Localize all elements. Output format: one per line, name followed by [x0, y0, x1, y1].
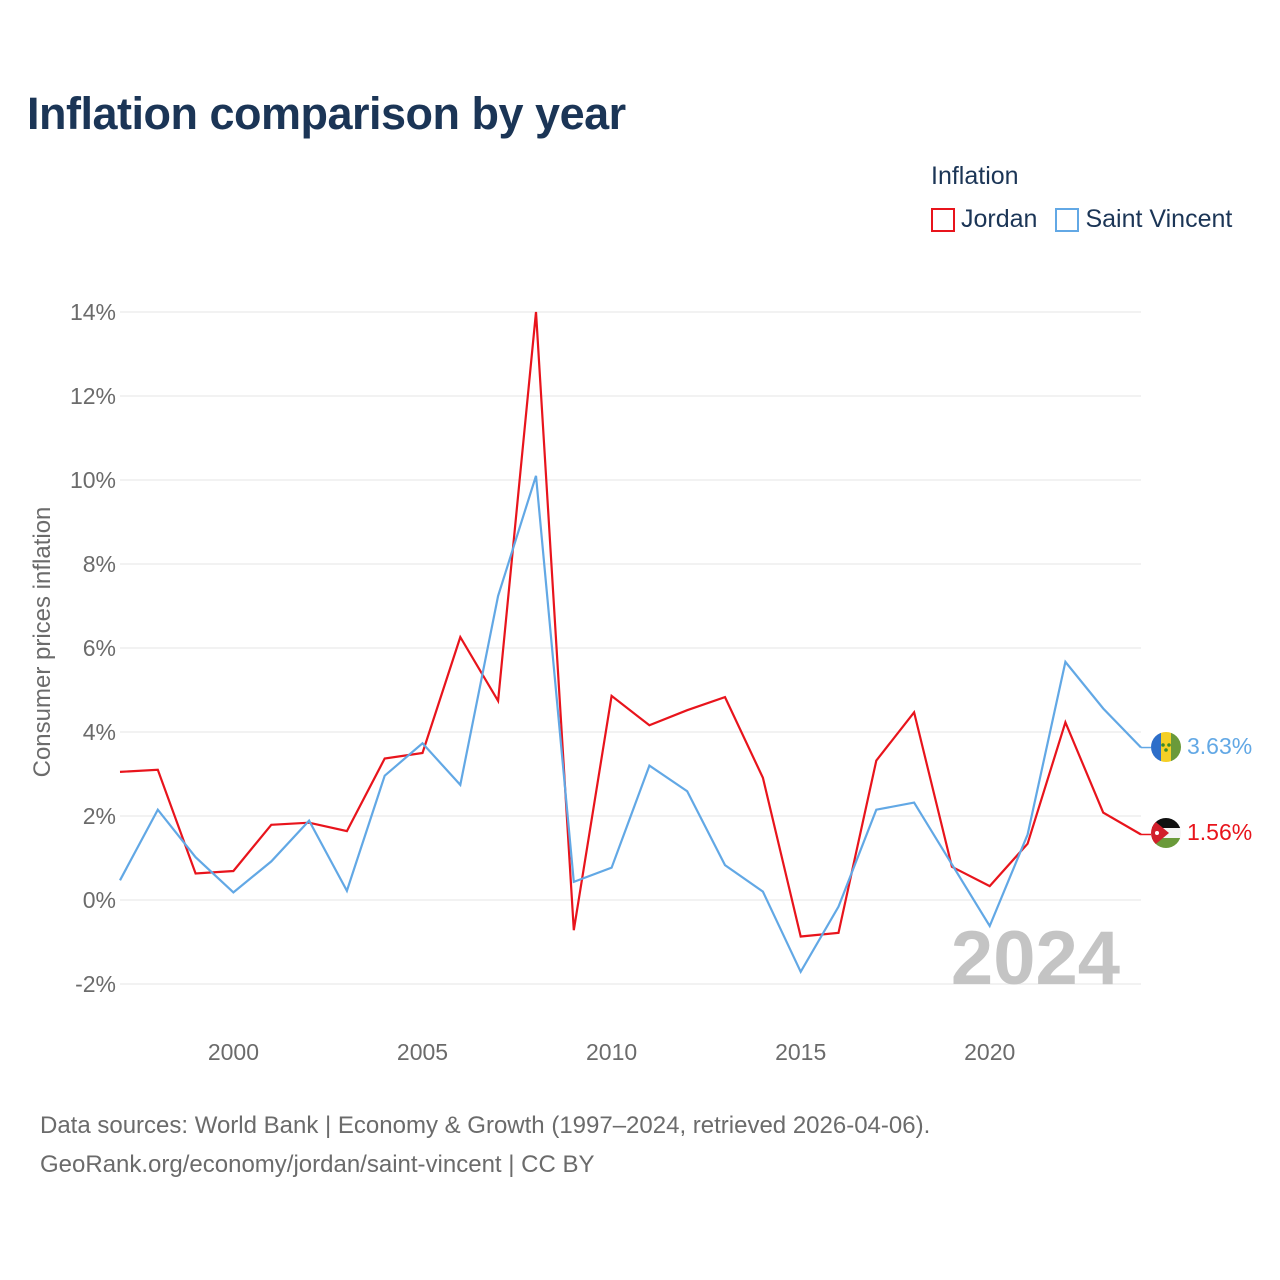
- x-tick-label: 2010: [586, 1039, 637, 1065]
- y-tick-label: 4%: [83, 719, 116, 745]
- y-tick-label: 2%: [83, 803, 116, 829]
- y-tick-label: 12%: [70, 383, 116, 409]
- y-tick-label: -2%: [75, 971, 116, 997]
- y-tick-label: 14%: [70, 299, 116, 325]
- legend-title: Inflation: [931, 162, 1019, 190]
- y-tick-label: 10%: [70, 467, 116, 493]
- x-tick-label: 2000: [208, 1039, 259, 1065]
- x-tick-label: 2020: [964, 1039, 1015, 1065]
- flag-saint-vincent-icon: [1151, 732, 1181, 762]
- legend-label-saint-vincent: Saint Vincent: [1085, 205, 1233, 233]
- legend-label-jordan: Jordan: [961, 205, 1038, 233]
- series-lines: [119, 311, 1151, 975]
- chart-title: Inflation comparison by year: [27, 88, 626, 139]
- x-tick-label: 2015: [775, 1039, 826, 1065]
- y-tick-label: 0%: [83, 887, 116, 913]
- end-label-saint-vincent: 3.63%: [1187, 733, 1252, 759]
- x-tick-label: 2005: [397, 1039, 448, 1065]
- gridlines: [120, 311, 1141, 985]
- y-tick-label: 8%: [83, 551, 116, 577]
- inflation-line-chart: -2%0%2%4%6%8%10%12%14% 2000 2005 2010 2015 2…: [29, 299, 1252, 1065]
- series-line-saint-vincent[interactable]: [119, 475, 1142, 975]
- y-axis-ticks: -2% 0% 2% 4% 6% 8% 10% 12% 14%: [70, 299, 116, 997]
- legend-item-saint-vincent[interactable]: Saint Vincent: [1055, 205, 1232, 234]
- series-line-jordan[interactable]: [119, 311, 1142, 938]
- footer-sources: Data sources: World Bank | Economy & Gro…: [40, 1112, 931, 1139]
- flag-jordan-icon: [1151, 818, 1181, 848]
- year-watermark: 2024: [951, 916, 1120, 1001]
- end-label-jordan: 1.56%: [1187, 819, 1252, 845]
- x-axis-ticks: 2000 2005 2010 2015 2020: [208, 1039, 1015, 1065]
- legend-swatch-jordan: [931, 207, 955, 232]
- legend-swatch-saint-vincent: [1055, 207, 1080, 232]
- legend-item-jordan[interactable]: Jordan: [931, 205, 1037, 234]
- y-tick-label: 6%: [83, 635, 116, 661]
- footer-link[interactable]: GeoRank.org/economy/jordan/saint-vincent…: [40, 1151, 595, 1178]
- footer: Data sources: World Bank | Economy & Gro…: [40, 1106, 930, 1184]
- y-axis-label: Consumer prices inflation: [29, 507, 56, 778]
- legend: Jordan Saint Vincent: [931, 205, 1250, 234]
